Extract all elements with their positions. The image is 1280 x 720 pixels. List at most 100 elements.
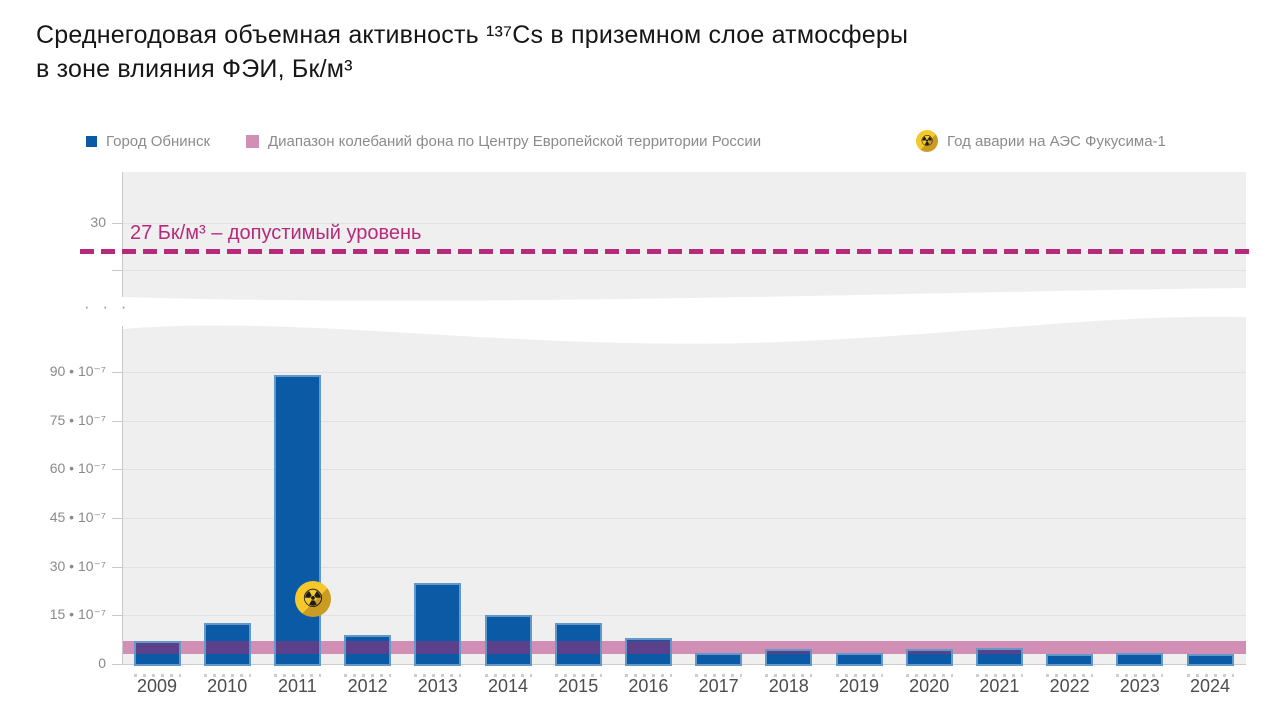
background-range-swatch [246, 134, 259, 148]
x-tick-label-2015: 2015 [558, 676, 599, 696]
upper-grid-line-30 [123, 223, 1246, 224]
bar-band-overlap-2023 [1118, 653, 1161, 655]
legend-item-obninsk: Город Обнинск [86, 128, 210, 154]
lower-y-tick-30 [112, 566, 122, 568]
bar-band-overlap-2011 [275, 641, 319, 655]
lower-grid-line-30 [123, 566, 1246, 568]
x-tick-dots-2014 [484, 674, 532, 677]
x-tick-dots-2017 [695, 674, 743, 677]
x-tick-dots-2012 [344, 674, 392, 677]
chart-title: Среднегодовая объемная активность ¹³⁷Cs … [36, 21, 909, 83]
bar-2020 [905, 649, 953, 666]
bar-2014 [484, 615, 532, 666]
lower-y-tick-90 [112, 372, 122, 373]
x-tick-dots-2024 [1186, 674, 1234, 677]
obninsk-swatch [86, 135, 97, 147]
bar-band-overlap-2021 [977, 649, 1021, 655]
upper-y-axis-line [122, 172, 123, 297]
x-tick-label-2019: 2019 [838, 676, 880, 696]
x-tick-label-2020: 2020 [909, 676, 950, 696]
legend-label-fukushima: Год аварии на АЭС Фукусима-1 [947, 132, 1166, 150]
bar-band-overlap-2009 [135, 643, 179, 655]
x-tick-label-2009: 2009 [136, 676, 178, 696]
x-tick-label-2014: 2014 [487, 676, 529, 696]
radiation-glyph: ☢ [301, 585, 325, 613]
bar-2022 [1046, 654, 1094, 666]
bar-2018 [765, 649, 813, 666]
lower-y-tick-label: 30 • 10⁻⁷ [49, 557, 106, 574]
x-tick-label-2017: 2017 [698, 676, 739, 696]
bar-band-overlap-2012 [346, 641, 390, 655]
lower-grid-line-45 [123, 518, 1246, 519]
bar-2019 [835, 652, 883, 666]
x-tick-label-2016: 2016 [628, 676, 669, 696]
x-tick-label-2022: 2022 [1049, 676, 1090, 696]
x-tick-dots-2013 [414, 674, 462, 677]
legend-label-obninsk: Город Обнинск [106, 132, 211, 150]
bar-2017 [695, 652, 743, 666]
bar-band-overlap-2010 [205, 641, 249, 655]
radiation-glyph: ☢ [920, 133, 934, 150]
bar-band-overlap-2019 [838, 653, 881, 655]
legend-label-background-range: Диапазон колебаний фона по Центру Европе… [268, 132, 762, 150]
x-tick-dots-2015 [554, 674, 602, 677]
x-tick-label-2011: 2011 [278, 676, 317, 696]
bar-2013 [414, 582, 462, 666]
legend-item-fukushima: ☢ Год аварии на АЭС Фукусима-1 [916, 128, 1166, 154]
x-tick-dots-2010 [203, 674, 251, 677]
bar-2023 [1116, 652, 1164, 666]
bar-2024 [1186, 654, 1234, 666]
x-tick-label-2023: 2023 [1119, 676, 1160, 696]
lower-grid-line-15 [123, 615, 1246, 617]
lower-y-tick-label: 0 [98, 655, 106, 671]
x-tick-label-2024: 2024 [1189, 676, 1231, 696]
lower-y-tick-label: 15 • 10⁻⁷ [49, 606, 106, 623]
lower-y-tick-label: 75 • 10⁻⁷ [49, 411, 106, 428]
x-tick-label-2013: 2013 [417, 676, 458, 696]
x-axis-line [122, 664, 1246, 665]
lower-y-tick-label: 45 • 10⁻⁷ [49, 509, 106, 525]
bar-2012 [344, 634, 392, 666]
upper-grid-line-25 [123, 270, 1246, 271]
lower-y-tick-0 [112, 664, 122, 665]
bar-2015 [554, 623, 602, 666]
upper-y-tick-25 [112, 270, 122, 271]
x-tick-dots-2020 [905, 674, 953, 677]
lower-grid-line-60 [123, 469, 1246, 471]
x-tick-label-2012: 2012 [347, 676, 388, 696]
bar-band-overlap-2017 [697, 653, 740, 655]
x-tick-dots-2016 [624, 674, 672, 677]
x-tick-dots-2021 [975, 674, 1023, 677]
bar-band-overlap-2013 [416, 641, 460, 655]
x-tick-dots-2022 [1046, 674, 1094, 677]
axis-break-dots: · · · [84, 297, 131, 316]
limit-line [80, 249, 1250, 254]
bar-band-overlap-2018 [767, 651, 811, 655]
lower-y-tick-75 [112, 420, 122, 422]
upper-y-tick-label: 30 [90, 214, 106, 230]
radiation-icon: ☢ [916, 130, 938, 152]
bar-band-overlap-2020 [907, 651, 951, 655]
lower-grid-line-90 [123, 372, 1246, 373]
bar-2016 [624, 638, 672, 666]
lower-y-axis-line [122, 326, 123, 664]
bar-2009 [133, 641, 181, 666]
lower-y-tick-45 [112, 518, 122, 519]
x-tick-dots-2011 [273, 674, 321, 677]
background-band [123, 641, 1246, 655]
bar-band-overlap-2014 [486, 641, 530, 655]
bar-band-overlap-2015 [556, 641, 600, 655]
x-tick-dots-2023 [1116, 674, 1164, 677]
x-tick-dots-2009 [133, 674, 181, 677]
x-tick-label-2021: 2021 [979, 676, 1020, 696]
limit-label: 27 Бк/м³ – допустимый уровень [130, 222, 422, 244]
x-tick-label-2010: 2010 [207, 676, 248, 696]
bar-2011 [273, 375, 321, 666]
lower-y-tick-60 [112, 469, 122, 471]
lower-grid-line-75 [123, 420, 1246, 422]
lower-y-tick-label: 90 • 10⁻⁷ [49, 363, 106, 379]
lower-y-tick-15 [112, 615, 122, 617]
fukushima-marker-radiation-icon: ☢ [295, 581, 331, 617]
